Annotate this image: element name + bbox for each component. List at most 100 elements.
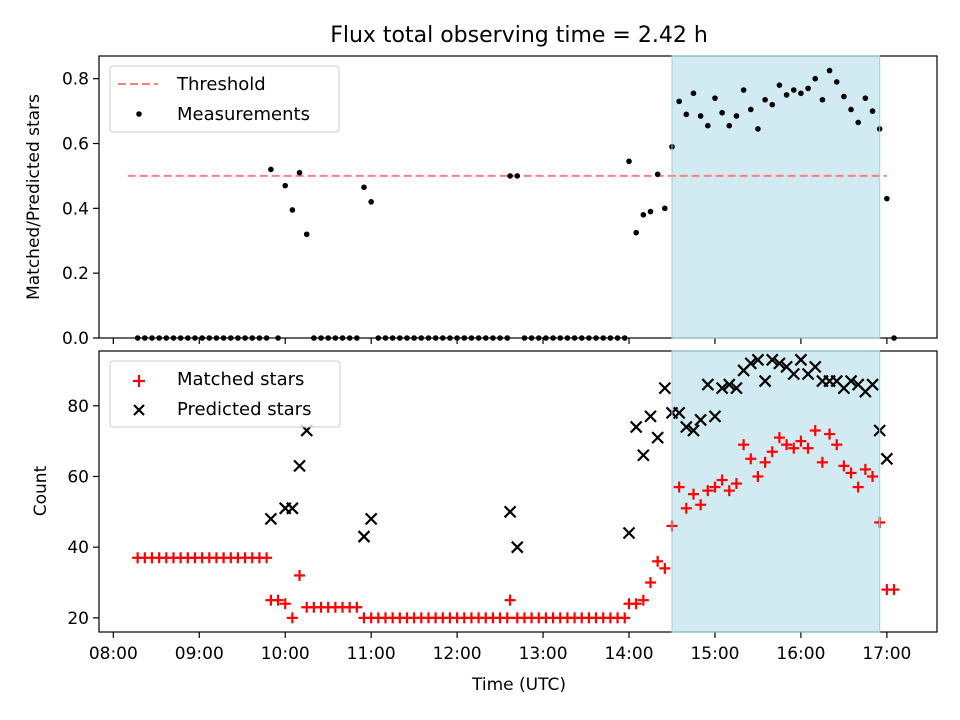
bottom-panel: 20 40 60 80 08:00 09:00 10:00 11:00 12:00 13:00 1…	[31, 350, 938, 695]
measurement-point	[884, 195, 890, 202]
predicted-star-point	[730, 381, 743, 395]
measurement-point	[805, 85, 811, 92]
predicted-legend-label: Predicted stars	[177, 399, 311, 420]
matched-star-point	[637, 594, 649, 606]
predicted-star-point	[644, 410, 657, 423]
measurement-point	[747, 106, 754, 113]
matched-star-point	[816, 456, 828, 468]
predicted-star-point	[715, 381, 729, 395]
predicted-star-point	[503, 505, 517, 519]
threshold-legend-label: Threshold	[176, 74, 266, 95]
x-tick-label: 10:00	[261, 644, 310, 664]
predicted-star-point	[723, 378, 736, 391]
predicted-star-point	[286, 502, 299, 515]
matched-star-point	[261, 552, 273, 564]
measurement-point	[798, 90, 804, 97]
measurement-point	[740, 87, 747, 93]
measurement-point	[769, 101, 776, 108]
predicted-star-point	[844, 374, 858, 388]
x-tick-label: 12:00	[433, 644, 482, 664]
matched-star-point	[630, 598, 642, 610]
matched-star-point	[709, 481, 721, 493]
predicted-star-point	[622, 526, 636, 540]
matched-star-point	[788, 442, 800, 454]
measurement-point	[719, 109, 725, 116]
matched-star-point	[723, 485, 735, 497]
measurement-point	[762, 96, 768, 103]
measurement-point	[303, 231, 310, 238]
predicted-star-point	[264, 512, 278, 526]
matched-star-point	[351, 601, 363, 613]
matched-star-point	[716, 474, 728, 486]
top-x-ticks	[112, 338, 888, 344]
matched-stars-points	[132, 425, 900, 624]
matched-star-point	[824, 428, 836, 440]
y-tick-label: 80	[67, 397, 89, 417]
matched-star-point	[795, 435, 807, 447]
measurement-point	[683, 111, 690, 118]
matched-star-point	[888, 584, 900, 596]
top-legend-box	[109, 65, 340, 133]
measurement-point	[826, 67, 833, 74]
chart-title: Flux total observing time = 2.42 h	[330, 23, 708, 48]
predicted-star-point	[880, 452, 894, 466]
matched-star-point	[831, 439, 843, 451]
y-tick-label: 0.6	[62, 135, 89, 155]
top-y-label: Matched/Predicted stars	[24, 94, 44, 300]
y-tick-label: 60	[67, 467, 89, 487]
measurement-point	[640, 212, 647, 218]
y-tick-label: 0.8	[62, 70, 89, 90]
matched-star-point	[859, 463, 871, 475]
measurement-point	[819, 96, 826, 103]
matched-star-point	[619, 612, 631, 624]
matched-star-point	[759, 456, 771, 468]
highlight-span-outline	[671, 55, 881, 339]
predicted-star-point	[357, 530, 371, 543]
measurement-point	[841, 93, 847, 100]
matched-star-point	[781, 439, 793, 451]
predicted-star-point	[701, 378, 715, 391]
matched-star-point	[766, 446, 778, 458]
matched-star-point	[809, 425, 821, 437]
predicted-star-point	[808, 360, 822, 374]
bottom-y-axis: 20 40 60 80	[67, 397, 99, 629]
matched-star-point	[695, 499, 707, 511]
x-tick-label: 13:00	[519, 644, 568, 664]
predicted-star-point	[651, 431, 664, 444]
measurement-point	[783, 92, 790, 98]
matched-star-point	[867, 470, 879, 482]
measurement-point	[289, 207, 296, 213]
predicted-star-point	[866, 378, 879, 391]
measurement-point	[268, 166, 274, 173]
matched-star-point	[659, 562, 671, 574]
y-tick-label: 0.4	[62, 199, 89, 219]
matched-star-point	[802, 442, 814, 454]
predicted-star-point	[511, 540, 524, 554]
measurement-point	[705, 122, 711, 129]
matched-star-point	[702, 485, 714, 497]
measurement-point	[626, 158, 632, 165]
measurement-point	[296, 169, 303, 176]
x-tick-label: 09:00	[175, 644, 224, 664]
bottom-legend: Matched stars Predicted stars	[109, 360, 341, 428]
top-plot-frame	[98, 55, 938, 339]
y-tick-label: 20	[67, 609, 89, 629]
predicted-star-point	[637, 448, 650, 462]
top-panel: 0.00.20.40.60.8 Matched/Predicted stars …	[24, 55, 938, 349]
measurement-point	[790, 87, 797, 93]
predicted-stars-points	[264, 353, 894, 554]
predicted-star-point	[658, 381, 672, 395]
measurements-legend-label: Measurements	[177, 104, 310, 125]
measurement-point	[690, 90, 697, 97]
x-tick-label: 11:00	[347, 644, 396, 664]
predicted-star-point	[364, 512, 378, 526]
predicted-star-point	[773, 357, 786, 370]
predicted-star-point	[629, 420, 643, 434]
predicted-star-point	[672, 406, 686, 420]
measurement-point	[514, 173, 521, 179]
matched-legend-marker	[133, 375, 145, 387]
measurement-point	[507, 173, 513, 179]
x-tick-label: 16:00	[776, 644, 825, 664]
measurement-point	[654, 171, 661, 178]
